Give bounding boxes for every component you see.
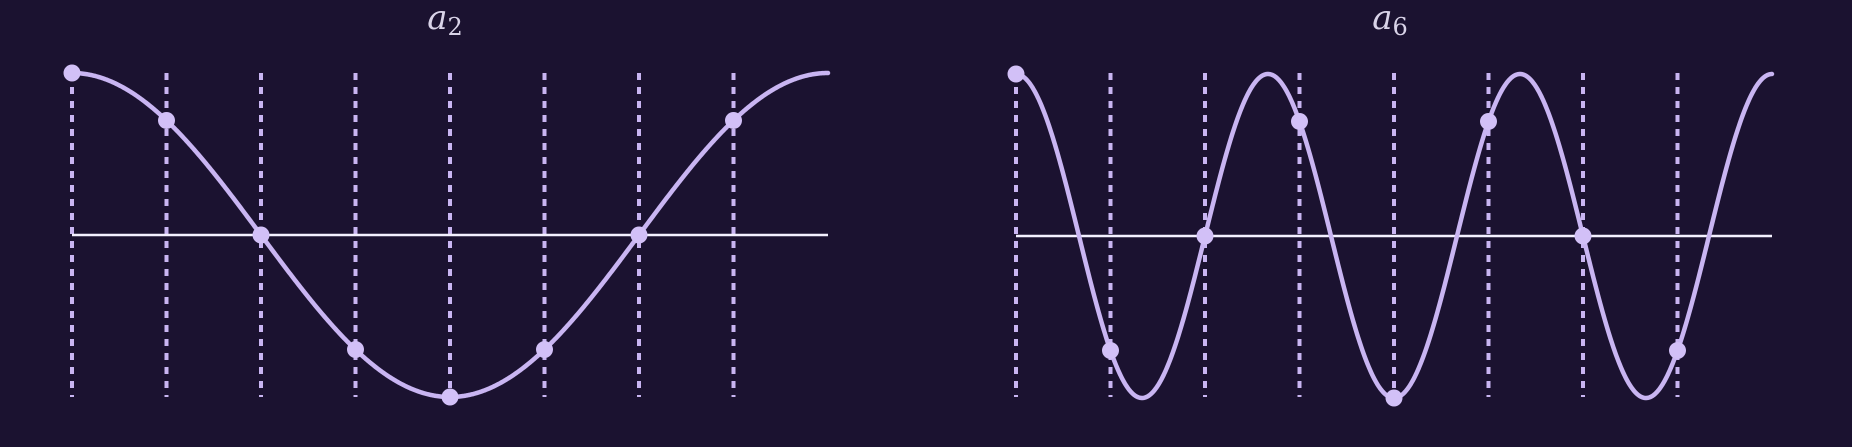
sample-point-1 [158,111,175,129]
label-a6: a6 [1372,0,1408,41]
label-a2: a2 [427,0,463,41]
sample-point-6 [1574,227,1592,245]
panel-a6 [1007,65,1775,407]
sample-point-0 [1007,65,1025,83]
label-a6-base: a [1372,0,1392,38]
sample-point-2 [1196,227,1214,245]
sample-point-6 [630,226,648,244]
sample-point-5 [1480,112,1497,130]
sample-point-3 [347,341,364,359]
sample-point-4 [441,388,459,406]
panel-a2 [63,64,831,406]
sample-point-1 [1102,342,1119,360]
sample-point-2 [252,226,270,244]
label-a6-sub: 6 [1392,13,1408,41]
sample-point-0 [63,64,81,82]
label-a2-sub: 2 [447,13,463,41]
sample-point-7 [1669,342,1686,360]
sample-point-3 [1291,112,1308,130]
sample-point-7 [725,111,742,129]
sample-point-4 [1385,389,1403,407]
label-a2-base: a [427,0,447,38]
sample-point-5 [536,341,553,359]
